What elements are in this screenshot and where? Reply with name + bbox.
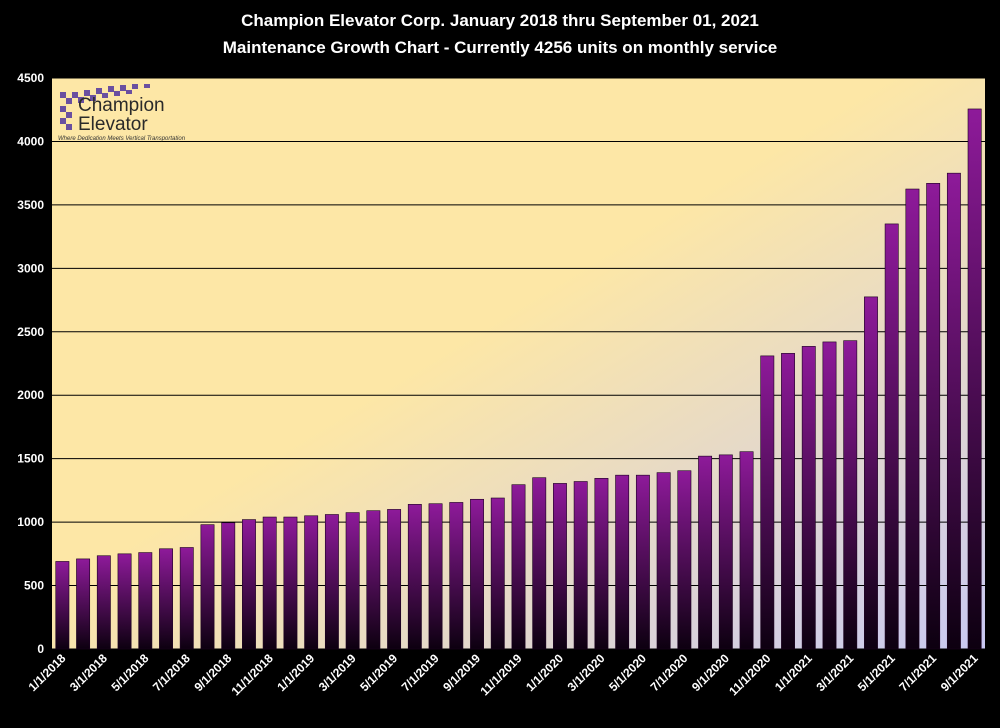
y-tick-label: 4500 [17,71,44,85]
bar [262,516,277,650]
x-tick-label: 5/1/2018 [108,651,151,694]
y-tick-label: 2500 [17,325,44,339]
bar [304,515,319,650]
y-tick-label: 1000 [17,515,44,529]
x-tick-label: 11/1/2019 [477,651,524,698]
champion-elevator-logo: Champion Elevator Where Dedication Meets… [58,82,218,144]
logo-name-line2: Elevator [78,114,148,135]
bar [615,474,630,650]
bar [884,223,899,650]
bar [739,451,754,650]
x-tick-label: 11/1/2020 [726,651,773,698]
bar [490,497,505,650]
bar [324,514,339,650]
x-tick-label: 7/1/2019 [399,651,442,694]
bar [677,470,692,650]
bar [718,454,733,650]
y-tick-label: 3000 [17,261,44,275]
y-tick-label: 500 [24,579,44,593]
bar [781,353,795,650]
x-tick-label: 3/1/2021 [813,651,856,694]
bar [117,553,132,650]
bar [200,524,215,650]
bar [511,484,526,650]
bar [656,472,671,650]
y-tick-label: 1500 [17,452,44,466]
x-tick-label: 9/1/2021 [938,651,981,694]
bar [822,341,837,650]
x-tick-label: 1/1/2021 [772,651,815,694]
bar [221,522,236,650]
bar [843,340,858,650]
logo-name-line1: Champion [78,95,165,116]
chart-subtitle: Maintenance Growth Chart - Currently 425… [222,38,778,57]
x-tick-label: 5/1/2019 [357,651,400,694]
y-axis-tick-labels: 0 500 1000 1500 2000 2500 3000 3500 4000 4500 [17,71,44,656]
bar [698,455,713,650]
bar [96,555,111,650]
x-tick-label: 5/1/2021 [855,651,898,694]
x-tick-label: 3/1/2019 [316,651,359,694]
x-tick-label: 7/1/2018 [150,651,193,694]
bar [283,516,298,650]
bar [387,509,402,650]
x-tick-label: 1/1/2020 [523,651,566,694]
bar [926,183,941,650]
bar [366,510,381,650]
y-tick-label: 3500 [17,198,44,212]
x-tick-label: 11/1/2018 [229,651,276,698]
x-axis-tick-labels: 1/1/20183/1/20185/1/20187/1/20189/1/2018… [26,651,981,698]
bar [407,504,422,650]
bar [594,478,609,650]
bar [242,519,256,650]
x-tick-label: 7/1/2021 [896,651,939,694]
bar [760,355,775,650]
bar [801,346,816,650]
bars [55,108,982,650]
x-tick-label: 3/1/2020 [565,651,608,694]
bar [967,108,982,650]
bar [76,558,91,650]
bar [159,548,173,650]
bar [532,477,547,650]
y-tick-label: 0 [37,642,44,656]
bar [553,483,567,650]
y-tick-label: 4000 [17,134,44,148]
y-tick-label: 2000 [17,388,44,402]
x-tick-label: 1/1/2018 [26,651,69,694]
x-tick-label: 1/1/2019 [274,651,317,694]
bar [55,561,70,650]
bar [864,296,878,650]
bar [635,474,650,650]
bar [449,502,464,650]
bar [179,547,194,650]
bar [428,503,443,650]
chart-title: Champion Elevator Corp. January 2018 thr… [241,11,759,30]
bar [905,188,920,650]
bar [138,552,153,650]
x-tick-label: 7/1/2020 [648,651,691,694]
bar [946,172,961,650]
x-tick-label: 5/1/2020 [606,651,649,694]
bar [345,512,360,650]
bar [470,498,484,650]
logo-tagline: Where Dedication Meets Vertical Transpor… [58,136,186,142]
checkered-flag-icon [60,84,150,130]
bar [573,481,588,650]
x-tick-label: 3/1/2018 [67,651,110,694]
